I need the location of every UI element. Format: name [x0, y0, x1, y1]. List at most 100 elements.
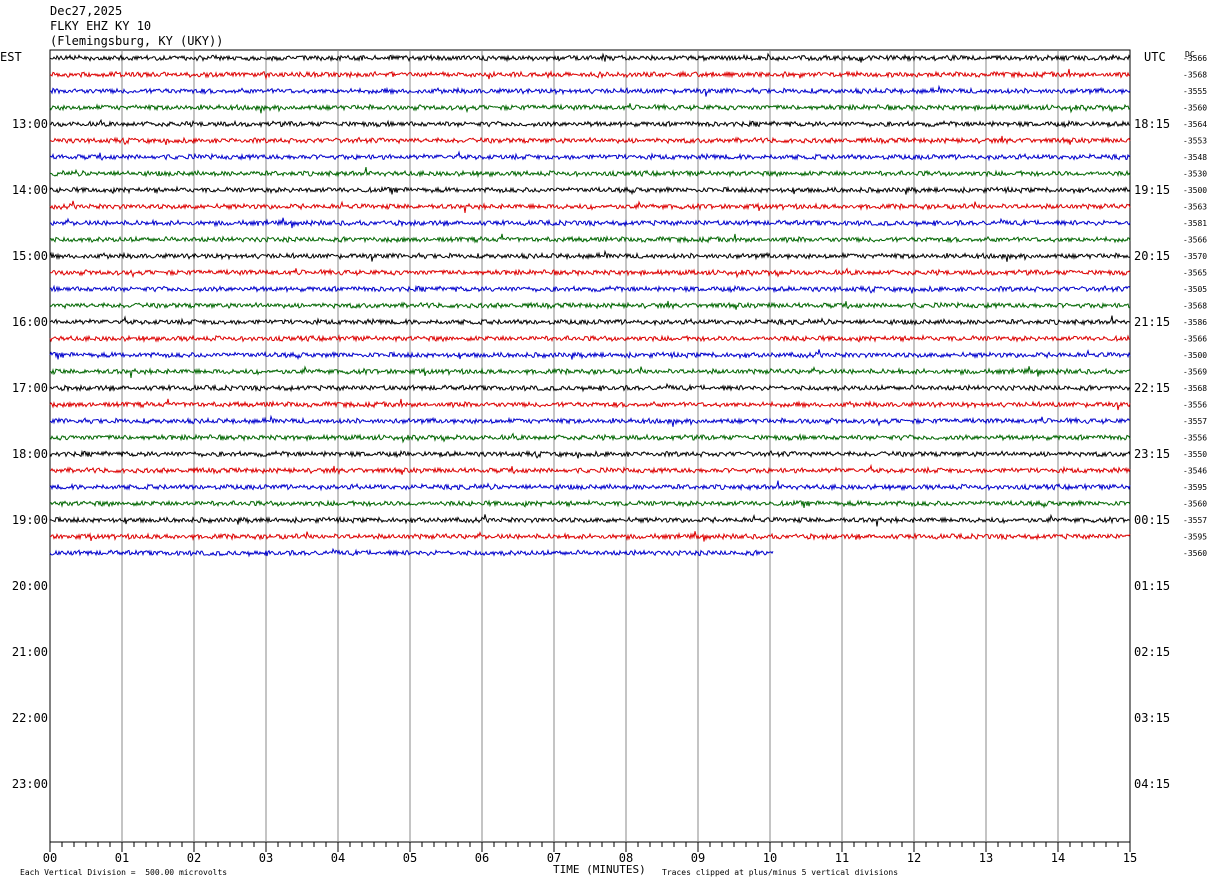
left-timezone-label: EST — [0, 50, 22, 64]
x-tick-label: 10 — [763, 851, 777, 865]
trace-line-15 — [49, 300, 1131, 311]
dc-offset-label: -3500 — [1183, 351, 1207, 360]
x-tick-label: 00 — [43, 851, 57, 865]
x-tick-label: 09 — [691, 851, 705, 865]
right-hour-label: 20:15 — [1134, 249, 1170, 263]
dc-offset-label: -3553 — [1183, 137, 1207, 146]
x-tick-label: 08 — [619, 851, 633, 865]
x-tick-label: 13 — [979, 851, 993, 865]
dc-offset-label: -3566 — [1183, 236, 1207, 245]
trace-line-24 — [49, 449, 1131, 459]
trace-line-30 — [49, 547, 774, 558]
dc-offset-label: -3586 — [1183, 318, 1207, 327]
dc-offset-label: -3530 — [1183, 170, 1207, 179]
dc-offset-label: -3568 — [1183, 71, 1207, 80]
header-station: FLKY EHZ KY 10 — [50, 19, 152, 33]
right-hour-labels: 18:15 19:15 20:15 21:15 22:15 23:15 00:15 01:15… — [1134, 117, 1170, 791]
dc-offset-label: -3556 — [1183, 434, 1207, 443]
dc-offset-label: -3595 — [1183, 533, 1207, 542]
header-location: (Flemingsburg, KY (UKY)) — [50, 34, 224, 48]
left-hour-label: 18:00 — [12, 447, 48, 461]
seismic-traces — [49, 52, 1131, 558]
trace-line-9 — [49, 200, 1131, 213]
dc-offset-label: -3557 — [1183, 417, 1207, 426]
trace-line-29 — [49, 531, 1131, 542]
clip-note: Traces clipped at plus/minus 5 vertical … — [662, 868, 899, 877]
dc-offset-label: -3548 — [1183, 153, 1207, 162]
x-tick-label: 11 — [835, 851, 849, 865]
x-axis-title: TIME (MINUTES) — [553, 863, 646, 876]
left-hour-label: 23:00 — [12, 777, 48, 791]
left-hour-label: 14:00 — [12, 183, 48, 197]
dc-offset-label: -3560 — [1183, 104, 1207, 113]
x-tick-label: 14 — [1051, 851, 1065, 865]
trace-line-14 — [49, 284, 1131, 294]
trace-line-7 — [49, 166, 1131, 178]
right-hour-label: 19:15 — [1134, 183, 1170, 197]
right-hour-label: 23:15 — [1134, 447, 1170, 461]
trace-line-28 — [49, 513, 1131, 527]
trace-line-12 — [49, 249, 1131, 262]
x-tick-label: 12 — [907, 851, 921, 865]
dc-offset-label: -3565 — [1183, 269, 1207, 278]
dc-header-label: DC — [1185, 50, 1195, 59]
header-date: Dec27,2025 — [50, 4, 123, 18]
dc-offset-label: -3566 — [1183, 54, 1207, 63]
dc-offset-label: -3557 — [1183, 516, 1207, 525]
trace-line-4 — [49, 118, 1131, 129]
left-hour-label: 13:00 — [12, 117, 48, 131]
dc-offset-label: -3581 — [1183, 219, 1207, 228]
trace-line-5 — [49, 135, 1131, 146]
dc-offset-label: -3555 — [1183, 87, 1207, 96]
trace-line-26 — [49, 480, 1131, 492]
right-hour-label: 22:15 — [1134, 381, 1170, 395]
right-hour-label: 02:15 — [1134, 645, 1170, 659]
x-tick-label: 01 — [115, 851, 129, 865]
dc-offset-label: -3560 — [1183, 549, 1207, 558]
dc-offset-label: -3560 — [1183, 500, 1207, 509]
x-tick-label: 06 — [475, 851, 489, 865]
trace-line-21 — [49, 398, 1131, 411]
scale-note: Each Vertical Division = 500.00 microvol… — [20, 868, 228, 877]
right-hour-label: 00:15 — [1134, 513, 1170, 527]
trace-line-3 — [49, 103, 1131, 114]
x-tick-label: 15 — [1123, 851, 1137, 865]
left-hour-label: 16:00 — [12, 315, 48, 329]
trace-line-13 — [49, 267, 1131, 279]
dc-offset-label: -3568 — [1183, 384, 1207, 393]
right-hour-label: 21:15 — [1134, 315, 1170, 329]
right-hour-label: 03:15 — [1134, 711, 1170, 725]
trace-line-19 — [49, 365, 1131, 378]
right-hour-label: 18:15 — [1134, 117, 1170, 131]
dc-offset-label: -3550 — [1183, 450, 1207, 459]
dc-offset-label: -3570 — [1183, 252, 1207, 261]
trace-line-25 — [49, 463, 1131, 476]
left-hour-label: 21:00 — [12, 645, 48, 659]
left-hour-labels: 13:00 14:00 15:00 16:00 17:00 18:00 19:00 20:00… — [12, 117, 48, 791]
left-hour-label: 15:00 — [12, 249, 48, 263]
trace-line-23 — [49, 432, 1131, 444]
dc-offset-label: -3569 — [1183, 368, 1207, 377]
minute-gridlines — [121, 50, 1059, 842]
trace-line-22 — [49, 414, 1131, 427]
trace-line-2 — [50, 84, 1131, 97]
left-hour-label: 22:00 — [12, 711, 48, 725]
plot-frame — [49, 49, 1131, 843]
dc-offset-label: -3500 — [1183, 186, 1207, 195]
x-tick-label: 04 — [331, 851, 345, 865]
dc-offset-label: -3563 — [1183, 203, 1207, 212]
trace-line-0 — [49, 52, 1131, 63]
trace-line-6 — [49, 150, 1131, 162]
x-tick-label: 03 — [259, 851, 273, 865]
x-tick-label: 07 — [547, 851, 561, 865]
left-hour-label: 19:00 — [12, 513, 48, 527]
dc-offset-label: -3568 — [1183, 302, 1207, 311]
x-tick-label: 05 — [403, 851, 417, 865]
right-hour-label: 04:15 — [1134, 777, 1170, 791]
x-axis-ticks: 00 01 02 03 04 05 06 07 08 09 10 11 12 13 14 15 — [43, 842, 1137, 865]
dc-offset-labels: -3566 -3568 -3555 -3560 -3564 -3553 -3548 -3530… — [1183, 54, 1207, 558]
left-hour-label: 17:00 — [12, 381, 48, 395]
trace-line-20 — [49, 382, 1131, 393]
dc-offset-label: -3556 — [1183, 401, 1207, 410]
